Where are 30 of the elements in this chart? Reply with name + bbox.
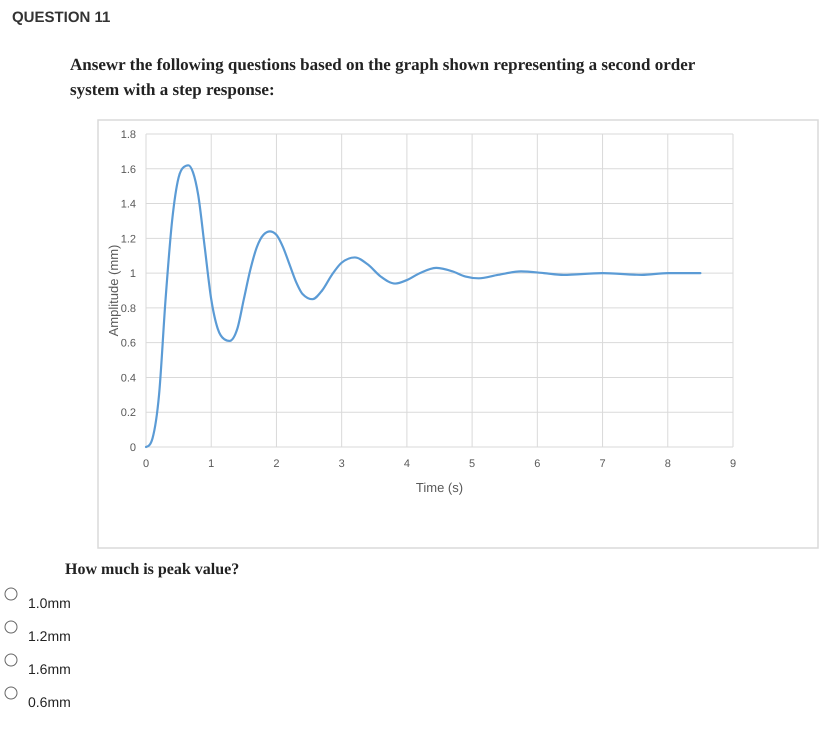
x-tick-label: 4 [404,458,410,470]
y-tick-label: 1.6 [120,164,136,176]
y-tick-label: 0.2 [120,407,136,420]
chart-title: QUESTION 11 [12,9,110,26]
x-tick-label: 9 [730,458,736,470]
x-axis-title: Time (s) [416,480,464,495]
y-tick-label: 0.6 [120,338,136,350]
x-tick-label: 2 [273,458,280,470]
line-series [144,164,702,448]
text: How much is peak value? [65,561,240,578]
y-tick-label: 1.4 [120,198,136,211]
text: 1.6mm [28,661,71,677]
text: 0.6mm [28,694,71,710]
x-tick-label: 5 [469,458,476,470]
text: 1.0mm [28,595,71,611]
x-tick-label: 8 [664,458,671,470]
text: 1.2mm [28,628,71,644]
x-tick-label: 1 [208,458,214,470]
x-tick-label: 7 [599,458,606,470]
y-axis-title: Amplitude (mm) [106,244,121,336]
y-tick-label: 0.8 [120,302,136,315]
y-tick-label: 1.8 [120,129,136,141]
x-tick-label: 3 [338,458,345,470]
y-tick-label: 1 [130,268,136,280]
x-tick-label: 0 [142,458,150,470]
y-tick-label: 0 [130,442,136,454]
y-tick-label: 0.4 [120,372,136,384]
x-tick-label: 6 [534,458,540,470]
y-tick-label: 1.2 [120,233,136,246]
chart-subtitle: Ansewr the following questions based on the graph shown representing a second order system with a step response: [70,55,696,99]
